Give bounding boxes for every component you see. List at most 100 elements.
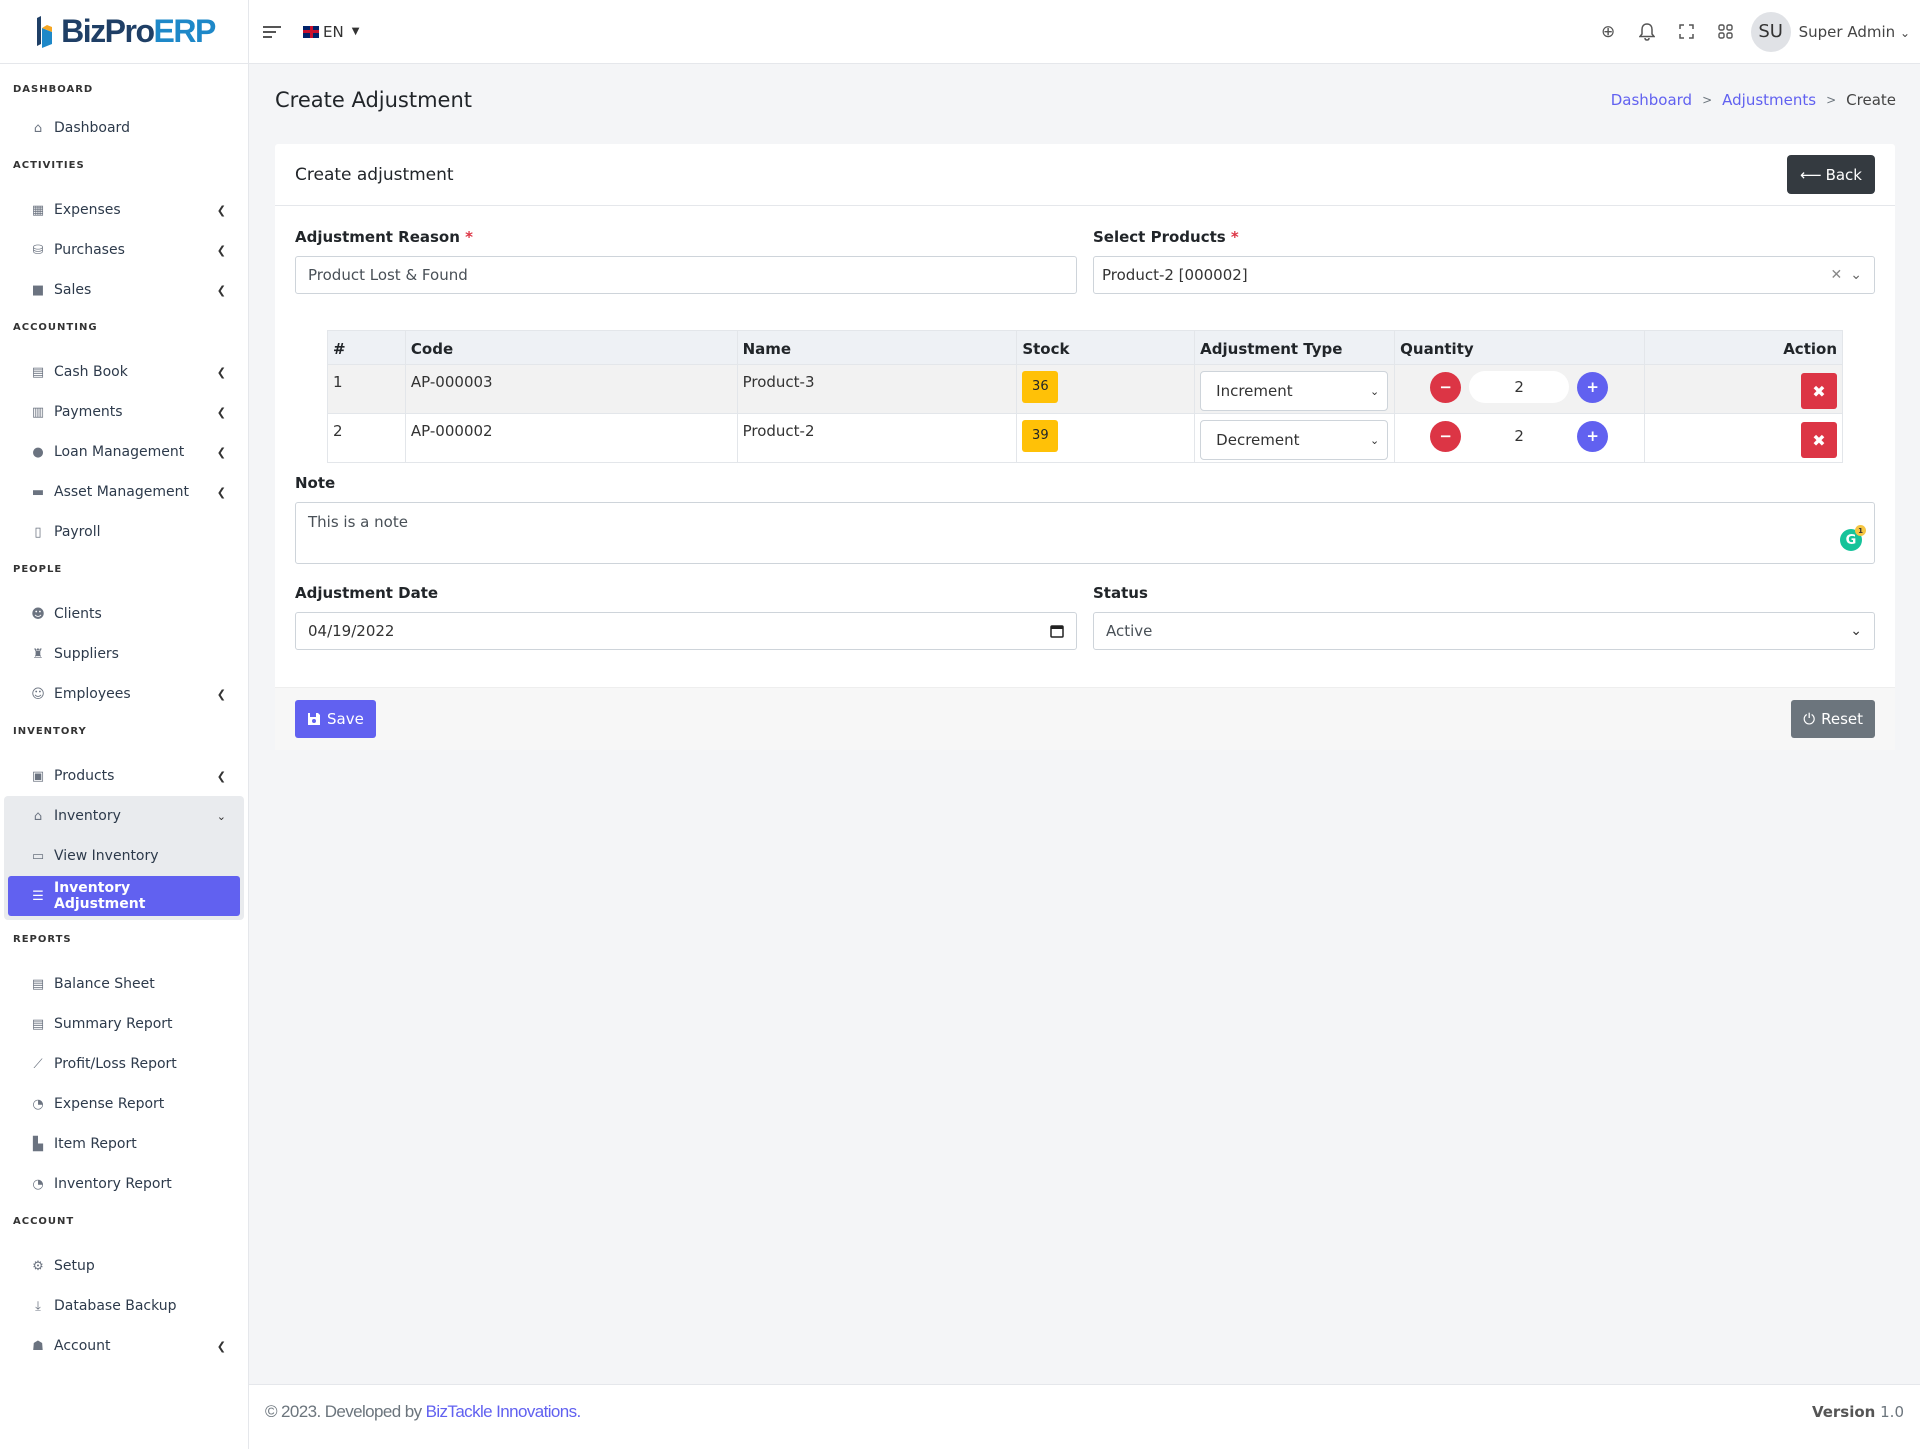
adjustment-reason-input[interactable]: Product Lost & Found (295, 256, 1077, 294)
increase-quantity-button[interactable]: + (1577, 420, 1609, 452)
breadcrumb-adjustments[interactable]: Adjustments (1722, 91, 1817, 109)
adjustment-date-input[interactable]: 04/19/2022 (295, 612, 1077, 650)
status-value: Active (1106, 622, 1153, 640)
cell-quantity: − 2 + (1394, 364, 1645, 414)
chevron-down-icon: ⌄ (1369, 433, 1380, 447)
chevron-left-icon: ❮ (216, 687, 226, 701)
clear-icon[interactable]: ✕ (1830, 267, 1843, 283)
section-activities: ACTIVITIES (13, 160, 85, 171)
sidebar-item-inventory-adjustment[interactable]: ☰ Inventory Adjustment (8, 876, 240, 916)
section-people: PEOPLE (13, 564, 63, 575)
sidebar-item-products[interactable]: ▣ Products ❮ (31, 768, 226, 784)
quantity-stepper: − 2 + (1400, 420, 1639, 452)
sidebar-item-inventory[interactable]: ⌂ Inventory ⌄ (4, 796, 244, 836)
sidebar-item-suppliers[interactable]: ♜ Suppliers (0, 634, 248, 674)
cell-index: 2 (327, 413, 406, 463)
apps-grid-icon[interactable] (1706, 12, 1745, 51)
chevron-right-icon: > (1702, 93, 1713, 107)
sidebar-item-employees[interactable]: ☺ Employees ❮ (31, 686, 226, 702)
sidebar-item-clients[interactable]: ☻ Clients (31, 606, 102, 622)
add-circle-icon[interactable]: ⊕ (1601, 21, 1616, 42)
sidebar-item-sales[interactable]: ■ Sales ❮ (31, 282, 226, 298)
sidebar-item-setup[interactable]: ⚙ Setup (0, 1246, 248, 1286)
cell-action: ✖ (1644, 413, 1843, 463)
version-label: Version (1811, 1403, 1876, 1421)
decrease-quantity-button[interactable]: − (1430, 420, 1462, 452)
sidebar-item-asset-management[interactable]: ▬ Asset Management ❮ (31, 484, 226, 500)
clipboard-icon: ▯ (34, 524, 42, 540)
brand-logo[interactable]: BizProERP (0, 0, 248, 64)
cell-quantity: − 2 + (1394, 413, 1645, 463)
user-name: Super Admin (1798, 22, 1896, 41)
sidebar-item-database-backup[interactable]: ⤓ Database Backup (0, 1286, 248, 1326)
chevron-right-icon: > (1826, 93, 1837, 107)
receipt-icon: ▥ (31, 404, 45, 420)
sidebar-item-expense-report[interactable]: ◔ Expense Report (0, 1084, 248, 1124)
remove-row-button[interactable]: ✖ (1801, 422, 1837, 458)
table-header-row: # Code Name Stock Adjustment Type Quanti… (327, 330, 1843, 365)
sidebar-item-payments[interactable]: ▥ Payments ❮ (31, 404, 226, 420)
save-button[interactable]: Save (295, 700, 376, 738)
company-link[interactable]: BizTackle Innovations. (425, 1402, 582, 1421)
cell-code: AP-000002 (404, 413, 738, 463)
shopping-bag-icon: ■ (31, 282, 45, 298)
stock-badge: 36 (1022, 371, 1059, 403)
page-footer: © 2023. Developed by BizTackle Innovatio… (249, 1384, 1920, 1449)
sidebar-item-expenses[interactable]: ▦ Expenses ❮ (31, 202, 226, 218)
breadcrumb-dashboard[interactable]: Dashboard (1610, 91, 1693, 109)
cell-stock: 39 (1016, 413, 1195, 463)
calendar-icon[interactable] (1050, 624, 1064, 638)
sidebar-item-summary-report[interactable]: ▤ Summary Report (31, 1016, 173, 1032)
chevron-left-icon: ❮ (216, 1339, 226, 1353)
quantity-input[interactable]: 2 (1514, 427, 1524, 445)
adjustment-type-select[interactable]: Increment ⌄ (1200, 371, 1389, 411)
chevron-left-icon: ❮ (216, 485, 226, 499)
avatar[interactable]: SU (1750, 11, 1791, 52)
user-menu[interactable]: Super Admin ⌄ (1799, 23, 1910, 41)
version-number: 1.0 (1880, 1403, 1904, 1421)
copyright: © 2023. Developed by BizTackle Innovatio… (265, 1402, 581, 1422)
decrease-quantity-button[interactable]: − (1430, 371, 1462, 403)
fullscreen-icon[interactable] (1667, 12, 1706, 51)
note-label: Note (295, 474, 336, 492)
bell-icon[interactable] (1628, 12, 1667, 51)
file-alt-icon: ▤ (31, 1016, 45, 1032)
book-icon: ▤ (31, 364, 45, 380)
menu-toggle-icon[interactable] (263, 25, 281, 38)
sidebar-item-cash-book[interactable]: ▤ Cash Book ❮ (31, 364, 226, 380)
reset-button[interactable]: ⏻ Reset (1791, 700, 1875, 738)
language-label: EN (323, 22, 344, 41)
adjustment-type-select[interactable]: Decrement ⌄ (1200, 420, 1389, 460)
status-select[interactable]: Active ⌄ (1093, 612, 1875, 650)
breadcrumb-create: Create (1846, 91, 1896, 109)
sidebar-item-payroll[interactable]: ▯ Payroll (0, 512, 248, 552)
remove-row-button[interactable]: ✖ (1801, 373, 1837, 409)
quantity-input[interactable]: 2 (1469, 371, 1570, 403)
language-selector[interactable]: EN ▼ (303, 23, 359, 41)
sliders-icon: ☰ (32, 888, 44, 904)
cell-name: Product-3 (736, 364, 1017, 414)
sidebar-item-profit-loss-report[interactable]: ⟋ Profit/Loss Report (0, 1044, 248, 1084)
sidebar-item-inventory-report[interactable]: ◔ Inventory Report (0, 1164, 248, 1204)
sidebar-item-dashboard[interactable]: ⌂ Dashboard (0, 108, 248, 148)
increase-quantity-button[interactable]: + (1577, 371, 1609, 403)
adjustment-items-table: # Code Name Stock Adjustment Type Quanti… (327, 330, 1843, 463)
sidebar-item-item-report[interactable]: ▙ Item Report (0, 1124, 248, 1164)
sidebar-item-balance-sheet[interactable]: ▤ Balance Sheet (31, 976, 155, 992)
home-icon: ⌂ (33, 120, 43, 136)
col-header-name: Name (736, 330, 1017, 365)
back-button[interactable]: ⟵ Back (1787, 155, 1875, 194)
topbar: EN ▼ ⊕ SU Super Admin ⌄ (249, 0, 1920, 64)
calculator-icon: ▦ (31, 202, 45, 218)
chevron-left-icon: ❮ (216, 365, 226, 379)
sidebar-item-view-inventory[interactable]: ▭ View Inventory (31, 848, 159, 864)
sidebar-item-account[interactable]: ☗ Account ❮ (0, 1326, 248, 1366)
form-row-top: Adjustment Reason * Product Lost & Found… (295, 228, 1875, 294)
sidebar-item-loan-management[interactable]: ● Loan Management ❮ (0, 432, 248, 472)
sidebar-item-purchases[interactable]: ⛁ Purchases ❮ (0, 230, 248, 270)
select-products-dropdown[interactable]: Product-2 [000002] ✕ ⌄ (1093, 256, 1875, 294)
logo-icon (37, 15, 53, 48)
uk-flag-icon (303, 25, 319, 38)
